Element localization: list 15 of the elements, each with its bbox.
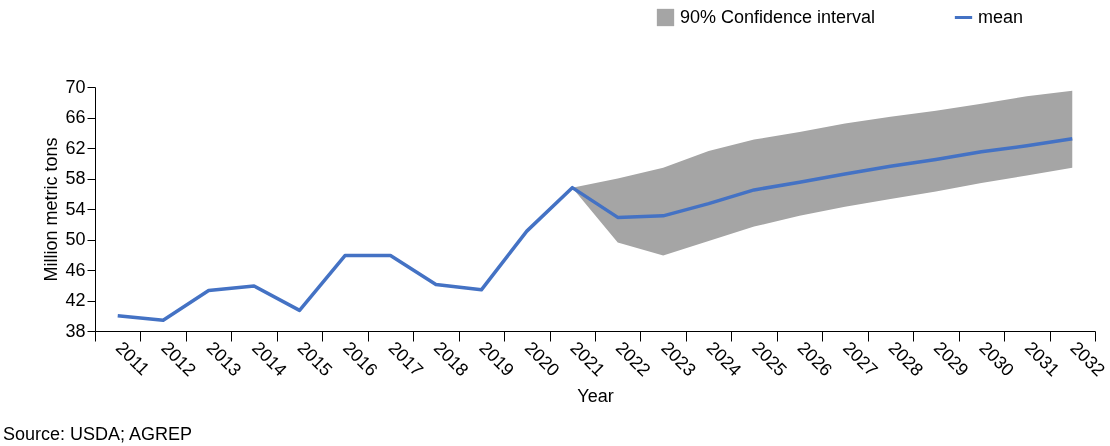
line-series xyxy=(115,137,1075,323)
source-note: Source: USDA; AGREP xyxy=(3,424,193,444)
y-tick-label: 46 xyxy=(65,259,86,280)
y-tick-label: 70 xyxy=(65,76,86,97)
y-tick-label: 38 xyxy=(65,320,86,341)
y-axis-title: Million metric tons xyxy=(41,137,62,282)
y-tick-label: 58 xyxy=(65,168,86,188)
y-tick-label: 50 xyxy=(65,229,86,249)
y-tick-label: 62 xyxy=(65,137,86,158)
y-tick-label: 54 xyxy=(65,198,86,219)
y-tick-label: 66 xyxy=(65,107,86,127)
x-axis-title: Year xyxy=(577,386,614,407)
legend-label: 90% Confidence interval xyxy=(680,6,876,27)
y-tick-label: 42 xyxy=(65,290,86,310)
legend-label: mean xyxy=(978,6,1024,27)
